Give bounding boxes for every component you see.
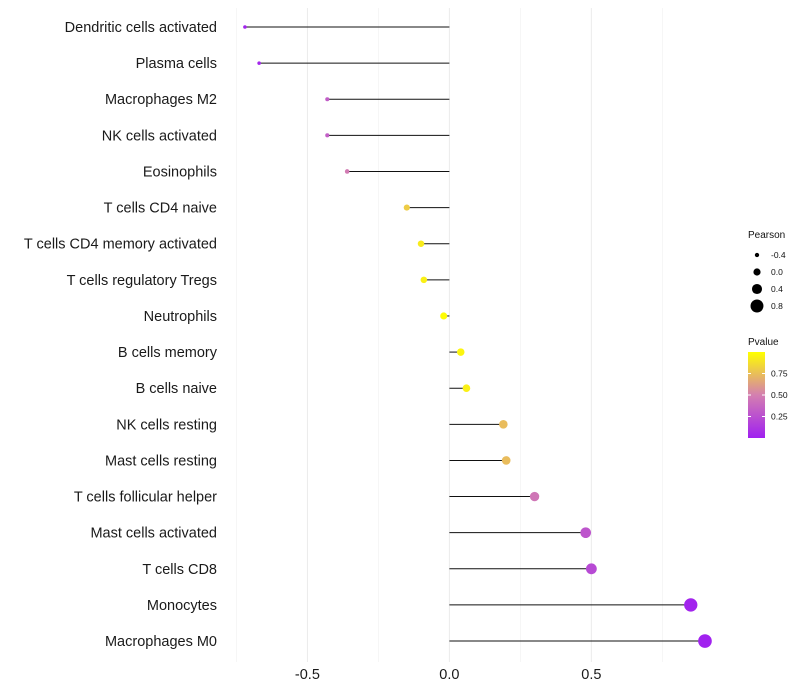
legend-size-key [754, 252, 760, 258]
legend-size-key [751, 283, 763, 295]
y-tick-label: Dendritic cells activated [65, 20, 217, 36]
y-tick-label: T cells CD4 memory activated [24, 237, 217, 253]
legend-size-key [750, 299, 764, 313]
legend-pearson: Pearson -0.4 0.0 0.4 0.8 [748, 230, 786, 313]
y-tick-label: Monocytes [147, 598, 217, 614]
y-tick-label: T cells CD8 [142, 562, 217, 578]
point-3 [325, 133, 330, 138]
lollipop-points [243, 25, 712, 648]
legend-pvalue-title: Pvalue [748, 337, 779, 348]
point-17 [698, 634, 712, 648]
point-1 [257, 61, 261, 65]
point-13 [529, 491, 540, 502]
y-axis-labels: Dendritic cells activated Plasma cells Mac… [24, 20, 218, 650]
y-tick-label: NK cells activated [102, 128, 217, 144]
x-tick-label: -0.5 [295, 667, 320, 683]
legend-size-label: 0.4 [771, 284, 783, 294]
y-tick-label: Macrophages M0 [105, 634, 217, 650]
x-axis-labels: -0.5 0.0 0.5 [295, 667, 602, 683]
point-15 [585, 563, 597, 575]
y-tick-label: B cells naive [136, 381, 217, 397]
y-tick-label: Eosinophils [143, 164, 217, 180]
legend-size-label: -0.4 [771, 250, 786, 260]
legend-size-label: 0.0 [771, 267, 783, 277]
y-tick-label: T cells follicular helper [74, 490, 217, 506]
point-8 [440, 312, 448, 320]
y-tick-label: Mast cells activated [90, 526, 217, 542]
point-0 [243, 25, 247, 29]
point-10 [462, 384, 471, 393]
y-tick-label: NK cells resting [116, 417, 217, 433]
legend-pvalue: Pvalue 0.75 0.50 0.25 [748, 337, 788, 438]
y-tick-label: Macrophages M2 [105, 92, 217, 108]
y-tick-label: Mast cells resting [105, 453, 217, 469]
y-tick-label: B cells memory [118, 345, 218, 361]
legend-pvalue-label: 0.25 [771, 412, 788, 422]
y-tick-label: Plasma cells [136, 56, 217, 72]
x-tick-label: 0.5 [581, 667, 601, 683]
point-12 [501, 456, 511, 465]
point-11 [499, 420, 508, 429]
legend-pvalue-label: 0.50 [771, 390, 788, 400]
point-2 [325, 97, 330, 102]
lollipop-stems [244, 26, 705, 642]
point-14 [580, 527, 592, 539]
point-6 [417, 240, 425, 247]
y-tick-label: T cells CD4 naive [104, 201, 217, 217]
point-9 [457, 348, 465, 356]
point-4 [344, 169, 350, 174]
legend-size-key [753, 268, 761, 276]
legend-pvalue-label: 0.75 [771, 369, 788, 379]
x-tick-label: 0.0 [439, 667, 459, 683]
y-tick-label: T cells regulatory Tregs [67, 273, 217, 289]
legend-pearson-title: Pearson [748, 230, 785, 241]
grid-lines [236, 8, 663, 662]
point-5 [403, 204, 410, 211]
point-16 [684, 598, 698, 612]
pvalue-colorbar [748, 352, 765, 438]
point-7 [420, 276, 428, 284]
y-tick-label: Neutrophils [144, 309, 217, 325]
legend-size-label: 0.8 [771, 301, 783, 311]
